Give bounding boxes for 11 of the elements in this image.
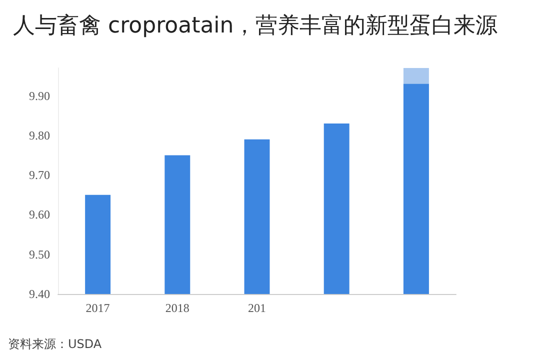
x-tick-label: 2018 xyxy=(165,301,190,315)
text: 资料来源：USDA xyxy=(8,337,102,351)
x-tick-label: 2017 xyxy=(86,301,110,315)
y-tick-label: 9.70 xyxy=(29,168,50,182)
chart-title: 人与畜禽 croproatain，营养丰富的新型蛋白来源 xyxy=(13,14,498,38)
x-tick-label: 201 xyxy=(248,301,266,315)
y-tick-label: 9.60 xyxy=(29,208,50,222)
y-tick-label: 9.40 xyxy=(29,287,50,301)
y-tick-label: 9.90 xyxy=(29,88,50,103)
y-tick-label: 9.80 xyxy=(29,128,50,142)
y-tick-label: 9.50 xyxy=(29,247,50,262)
